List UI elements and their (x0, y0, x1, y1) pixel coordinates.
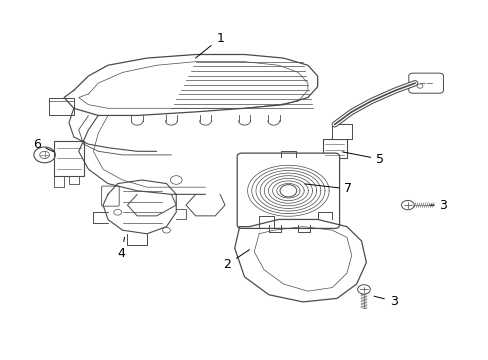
Text: 6: 6 (33, 138, 54, 152)
Bar (54, 140, 83, 176)
Text: 4: 4 (118, 237, 125, 260)
FancyBboxPatch shape (237, 153, 339, 228)
Text: 5: 5 (342, 152, 384, 166)
Text: 3: 3 (429, 199, 447, 212)
Text: 1: 1 (195, 32, 224, 58)
Text: 3: 3 (373, 295, 397, 308)
Text: 7: 7 (304, 183, 352, 195)
Bar (322, 139, 346, 158)
FancyBboxPatch shape (408, 73, 443, 93)
Text: 2: 2 (223, 250, 249, 271)
Bar (331, 125, 351, 139)
Bar (49, 98, 74, 116)
